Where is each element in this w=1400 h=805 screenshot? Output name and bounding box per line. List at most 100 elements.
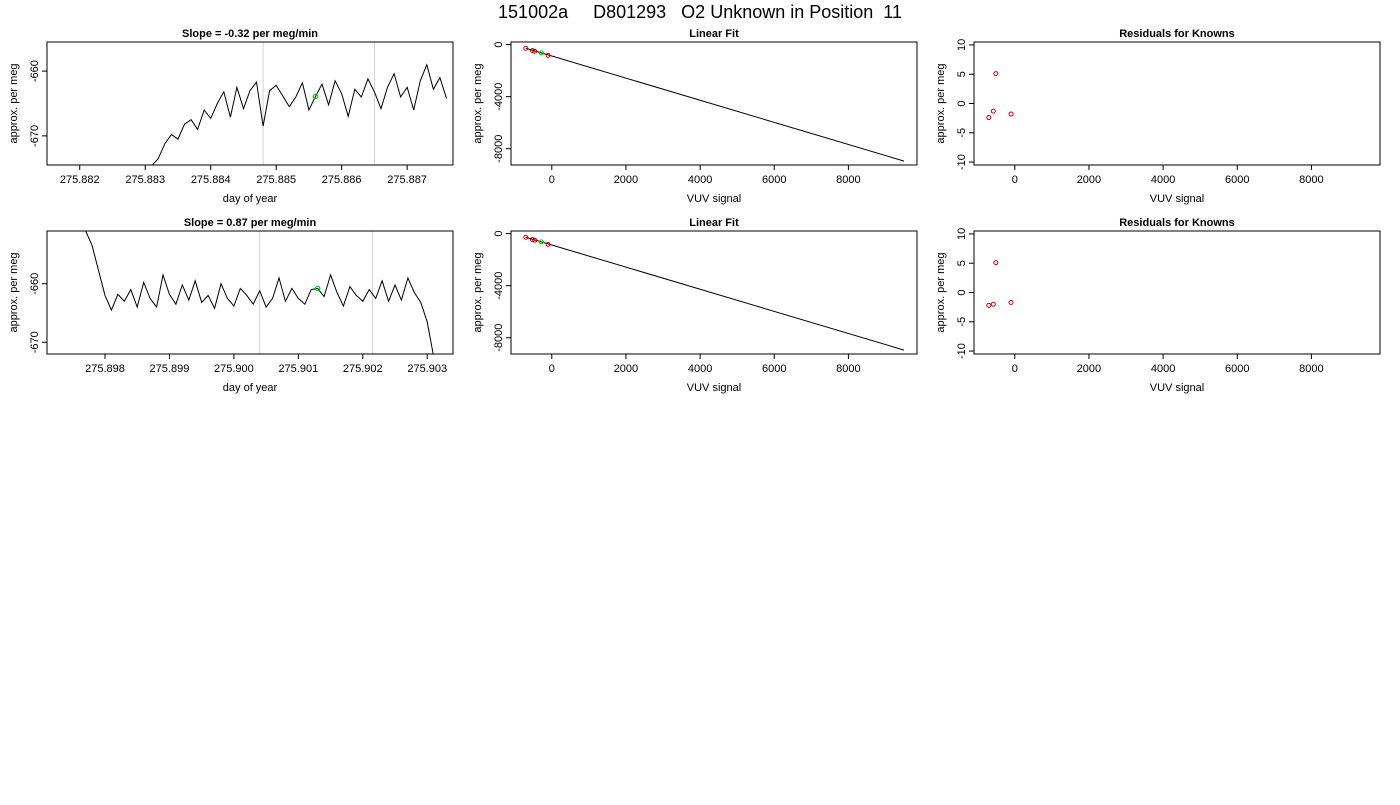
- x-axis-label: VUV signal: [1150, 193, 1204, 205]
- y-tick-label: 10: [956, 228, 968, 240]
- y-tick-label: 10: [956, 39, 968, 51]
- panel-title: Residuals for Knowns: [1119, 217, 1235, 229]
- y-tick-label: -660: [29, 273, 41, 295]
- known-point: [523, 234, 529, 240]
- y-axis-label: approx. per meg: [935, 63, 947, 143]
- residual-point: [986, 115, 992, 121]
- known-point: [530, 237, 536, 243]
- unknown-point: [538, 50, 544, 56]
- known-point: [532, 48, 538, 54]
- series-line: [151, 63, 447, 165]
- x-tick-label: 4000: [1151, 363, 1175, 375]
- x-tick-label: 275.902: [343, 363, 383, 375]
- plot-frame: [510, 41, 918, 166]
- y-tick-label: -5: [956, 317, 968, 327]
- y-tick-label: -660: [29, 60, 41, 82]
- panel-title: Slope = 0.87 per meg/min: [184, 217, 317, 229]
- x-tick-label: 0: [549, 363, 555, 375]
- x-tick-label: 275.899: [150, 363, 190, 375]
- y-tick-label: 0: [956, 100, 968, 106]
- x-tick-label: 4000: [688, 174, 712, 186]
- x-tick-label: 2000: [614, 363, 638, 375]
- y-tick-label: 0: [956, 289, 968, 295]
- figure-title: 151002a D801293 O2 Unknown in Position 1…: [498, 2, 902, 22]
- y-tick-label: -10: [956, 154, 968, 170]
- y-tick-label: -4000: [493, 272, 505, 300]
- x-tick-label: 2000: [614, 174, 638, 186]
- x-tick-label: 6000: [1225, 174, 1249, 186]
- residual-point: [993, 260, 999, 266]
- panel-6: 0 2000 4000 6000 8000 -10 -5 0 5 10 Residuals for …: [935, 217, 1381, 394]
- x-tick-label: 2000: [1077, 174, 1101, 186]
- y-tick-label: 5: [956, 260, 968, 266]
- x-tick-label: 275.885: [256, 174, 296, 186]
- x-tick-label: 275.886: [322, 174, 362, 186]
- x-axis-label: VUV signal: [687, 193, 741, 205]
- x-axis-label: VUV signal: [1150, 382, 1204, 394]
- residual-point: [986, 302, 992, 308]
- x-tick-label: 8000: [836, 174, 860, 186]
- panel-title: Slope = -0.32 per meg/min: [182, 28, 318, 40]
- residual-point: [1008, 299, 1014, 305]
- panel-title: Residuals for Knowns: [1119, 28, 1235, 40]
- panel-title: Linear Fit: [689, 217, 739, 229]
- panel-4: 275.898 275.899 275.900 275.901 275.902 275.9…: [8, 217, 454, 394]
- y-axis-label: approx. per meg: [8, 63, 20, 143]
- y-tick-label: -8000: [493, 135, 505, 163]
- y-tick-label: -670: [29, 125, 41, 147]
- x-tick-label: 275.903: [407, 363, 447, 375]
- x-tick-label: 0: [549, 174, 555, 186]
- plot-frame: [46, 230, 454, 355]
- y-tick-label: -5: [956, 128, 968, 138]
- fit-line: [525, 236, 905, 351]
- unknown-point: [538, 239, 544, 245]
- x-tick-label: 6000: [762, 363, 786, 375]
- plot-frame: [510, 230, 918, 355]
- x-tick-label: 275.900: [214, 363, 254, 375]
- x-tick-label: 4000: [688, 363, 712, 375]
- x-axis-label: VUV signal: [687, 382, 741, 394]
- y-tick-label: 0: [493, 231, 505, 237]
- panel-3: 0 2000 4000 6000 8000 -10 -5 0 5 10 Residuals for …: [935, 28, 1381, 205]
- x-tick-label: 275.887: [387, 174, 427, 186]
- x-axis-label: day of year: [223, 193, 278, 205]
- y-tick-label: -670: [29, 331, 41, 353]
- fit-line: [525, 47, 905, 162]
- x-tick-label: 6000: [1225, 363, 1249, 375]
- series-line: [85, 231, 434, 354]
- y-axis-label: approx. per meg: [472, 252, 484, 332]
- y-tick-label: 0: [493, 42, 505, 48]
- x-tick-label: 275.882: [60, 174, 100, 186]
- x-tick-label: 2000: [1077, 363, 1101, 375]
- x-tick-label: 275.884: [191, 174, 231, 186]
- x-tick-label: 275.898: [85, 363, 125, 375]
- residual-point: [990, 301, 996, 307]
- panel-1: 275.882 275.883 275.884 275.885 275.886 275.8…: [8, 28, 454, 205]
- y-tick-label: -8000: [493, 324, 505, 352]
- panel-title: Linear Fit: [689, 28, 739, 40]
- residual-point: [1008, 111, 1014, 117]
- panel-2: 0 2000 4000 6000 8000 0 -4000 -8000 Linear Fit VU…: [472, 28, 918, 205]
- plot-frame: [46, 41, 454, 166]
- plot-frame: [973, 41, 1381, 166]
- x-tick-label: 4000: [1151, 174, 1175, 186]
- y-tick-label: 5: [956, 71, 968, 77]
- x-tick-label: 0: [1012, 174, 1018, 186]
- residual-point: [993, 71, 999, 77]
- known-point: [545, 52, 551, 58]
- x-tick-label: 6000: [762, 174, 786, 186]
- known-point: [545, 241, 551, 247]
- x-tick-label: 8000: [1299, 363, 1323, 375]
- x-tick-label: 275.901: [278, 363, 318, 375]
- x-tick-label: 8000: [1299, 174, 1323, 186]
- y-axis-label: approx. per meg: [935, 252, 947, 332]
- y-axis-label: approx. per meg: [472, 63, 484, 143]
- residual-point: [990, 108, 996, 114]
- plot-frame: [973, 230, 1381, 355]
- panel-5: 0 2000 4000 6000 8000 0 -4000 -8000 Linear Fit VU…: [472, 217, 918, 394]
- y-axis-label: approx. per meg: [8, 252, 20, 332]
- known-point: [532, 237, 538, 243]
- x-tick-label: 0: [1012, 363, 1018, 375]
- known-point: [523, 45, 529, 51]
